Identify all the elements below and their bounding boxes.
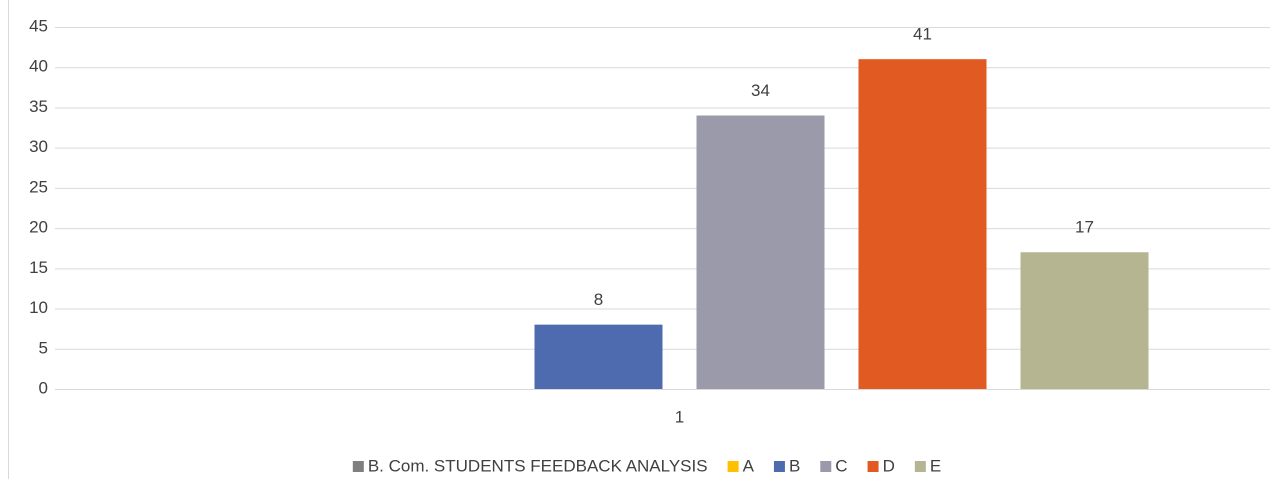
legend-label: A (743, 456, 755, 475)
data-label: 34 (751, 81, 770, 100)
legend-label: D (883, 456, 895, 475)
legend-label: C (835, 456, 847, 475)
y-tick-label: 35 (29, 97, 48, 116)
y-tick-label: 40 (29, 57, 48, 76)
legend-swatch (352, 461, 364, 472)
y-tick-label: 10 (29, 298, 48, 317)
data-label: 8 (594, 290, 603, 309)
legend-label: B. Com. STUDENTS FEEDBACK ANALYSIS (368, 456, 708, 475)
data-label: 41 (913, 25, 932, 44)
y-tick-label: 30 (29, 137, 48, 156)
legend-swatch (867, 461, 879, 472)
legend-label: E (930, 456, 941, 475)
legend-swatch (727, 461, 739, 472)
y-tick-label: 45 (29, 16, 48, 35)
legend-label: B (789, 456, 800, 475)
bar (696, 115, 825, 389)
y-tick-label: 20 (29, 218, 48, 237)
bar (858, 59, 987, 390)
bar (534, 324, 663, 389)
bar (1020, 252, 1149, 389)
y-tick-label: 5 (39, 338, 48, 357)
legend-swatch (773, 461, 785, 472)
legend-swatch (914, 461, 926, 472)
x-tick-label: 1 (675, 407, 684, 426)
y-tick-label: 0 (39, 378, 48, 397)
y-tick-label: 25 (29, 177, 48, 196)
data-label: 17 (1075, 218, 1094, 237)
y-tick-label: 15 (29, 258, 48, 277)
legend-swatch (820, 461, 832, 472)
